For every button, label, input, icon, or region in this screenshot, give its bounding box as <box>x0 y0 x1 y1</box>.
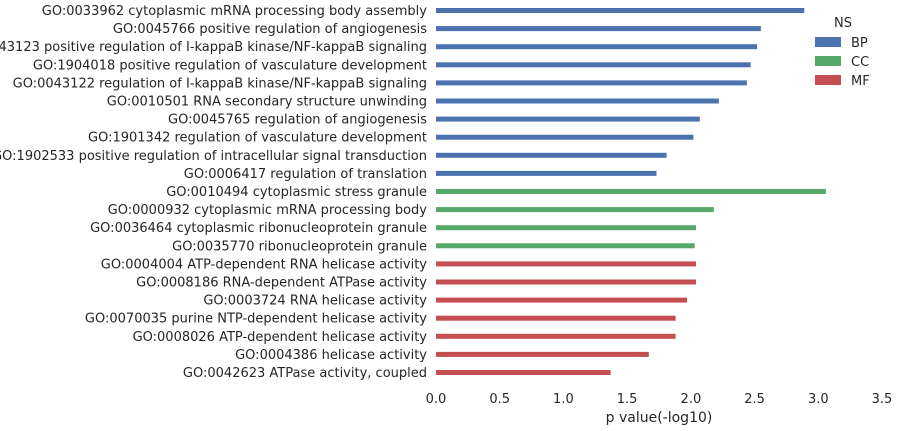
x-tick-7: 3.5 <box>872 392 893 407</box>
category-label-14: GO:0004004 ATP-dependent RNA helicase ac… <box>101 257 428 272</box>
bar-8 <box>436 152 667 158</box>
bar-18 <box>436 333 676 339</box>
x-tick-0: 0.0 <box>426 392 447 407</box>
x-tick-4: 2.0 <box>681 392 702 407</box>
legend-swatch-cc <box>815 56 841 66</box>
bar-9 <box>436 170 657 176</box>
category-label-12: GO:0036464 cytoplasmic ribonucleoprotein… <box>90 221 427 236</box>
category-label-15: GO:0008186 RNA-dependent ATPase activity <box>136 276 427 291</box>
bar-6 <box>436 116 700 122</box>
category-label-7: GO:1901342 regulation of vasculature dev… <box>88 131 427 146</box>
category-label-2: GO:0043123 positive regulation of I-kapp… <box>0 40 427 55</box>
x-tick-3: 1.5 <box>617 392 638 407</box>
category-label-6: GO:0045765 regulation of angiogenesis <box>168 113 427 128</box>
bar-11 <box>436 207 714 213</box>
category-label-1: GO:0045766 positive regulation of angiog… <box>113 22 427 37</box>
legend-label-mf: MF <box>851 74 870 89</box>
x-tick-1: 0.5 <box>489 392 510 407</box>
category-label-16: GO:0003724 RNA helicase activity <box>203 294 427 309</box>
category-label-17: GO:0070035 purine NTP-dependent helicase… <box>85 312 427 327</box>
bar-1 <box>436 26 761 32</box>
legend-title: NS <box>834 16 852 31</box>
bar-2 <box>436 44 758 50</box>
legend: NS BP CC MF <box>815 16 870 89</box>
category-label-8: GO:1902533 positive regulation of intrac… <box>0 149 427 164</box>
legend-swatch-mf <box>815 75 841 85</box>
bar-0 <box>436 8 805 13</box>
bar-7 <box>436 134 694 140</box>
bar-19 <box>436 351 649 357</box>
category-label-9: GO:0006417 regulation of translation <box>184 167 427 182</box>
x-tick-5: 2.5 <box>744 392 765 407</box>
category-label-3: GO:1904018 positive regulation of vascul… <box>33 58 427 73</box>
bars-layer <box>436 8 826 375</box>
category-label-18: GO:0008026 ATP-dependent helicase activi… <box>133 330 428 345</box>
bar-15 <box>436 279 696 285</box>
x-axis-title: p value(-log10) <box>606 410 713 426</box>
bar-14 <box>436 261 696 267</box>
bar-10 <box>436 189 826 194</box>
category-label-4: GO:0043122 regulation of I-kappaB kinase… <box>13 76 427 91</box>
category-labels-layer: GO:0033962 cytoplasmic mRNA processing b… <box>0 4 427 381</box>
bar-3 <box>436 62 751 68</box>
category-label-19: GO:0004386 helicase activity <box>235 348 427 363</box>
category-label-0: GO:0033962 cytoplasmic mRNA processing b… <box>42 4 427 19</box>
category-label-20: GO:0042623 ATPase activity, coupled <box>183 366 427 381</box>
bar-4 <box>436 80 747 86</box>
x-ticks-layer: 0.0 0.5 1.0 1.5 2.0 2.5 3.0 3.5 <box>426 392 893 407</box>
legend-label-cc: CC <box>851 55 869 70</box>
legend-label-bp: BP <box>851 36 868 51</box>
bar-12 <box>436 225 696 231</box>
category-label-11: GO:0000932 cytoplasmic mRNA processing b… <box>108 203 428 218</box>
x-tick-6: 3.0 <box>808 392 829 407</box>
bar-13 <box>436 243 695 249</box>
category-label-13: GO:0035770 ribonucleoprotein granule <box>172 239 427 254</box>
x-tick-2: 1.0 <box>553 392 574 407</box>
bar-16 <box>436 297 687 303</box>
category-label-10: GO:0010494 cytoplasmic stress granule <box>166 185 427 200</box>
bar-20 <box>436 370 611 375</box>
bar-5 <box>436 98 719 104</box>
category-label-5: GO:0010501 RNA secondary structure unwin… <box>107 95 427 110</box>
bar-17 <box>436 315 676 321</box>
legend-swatch-bp <box>815 37 841 47</box>
